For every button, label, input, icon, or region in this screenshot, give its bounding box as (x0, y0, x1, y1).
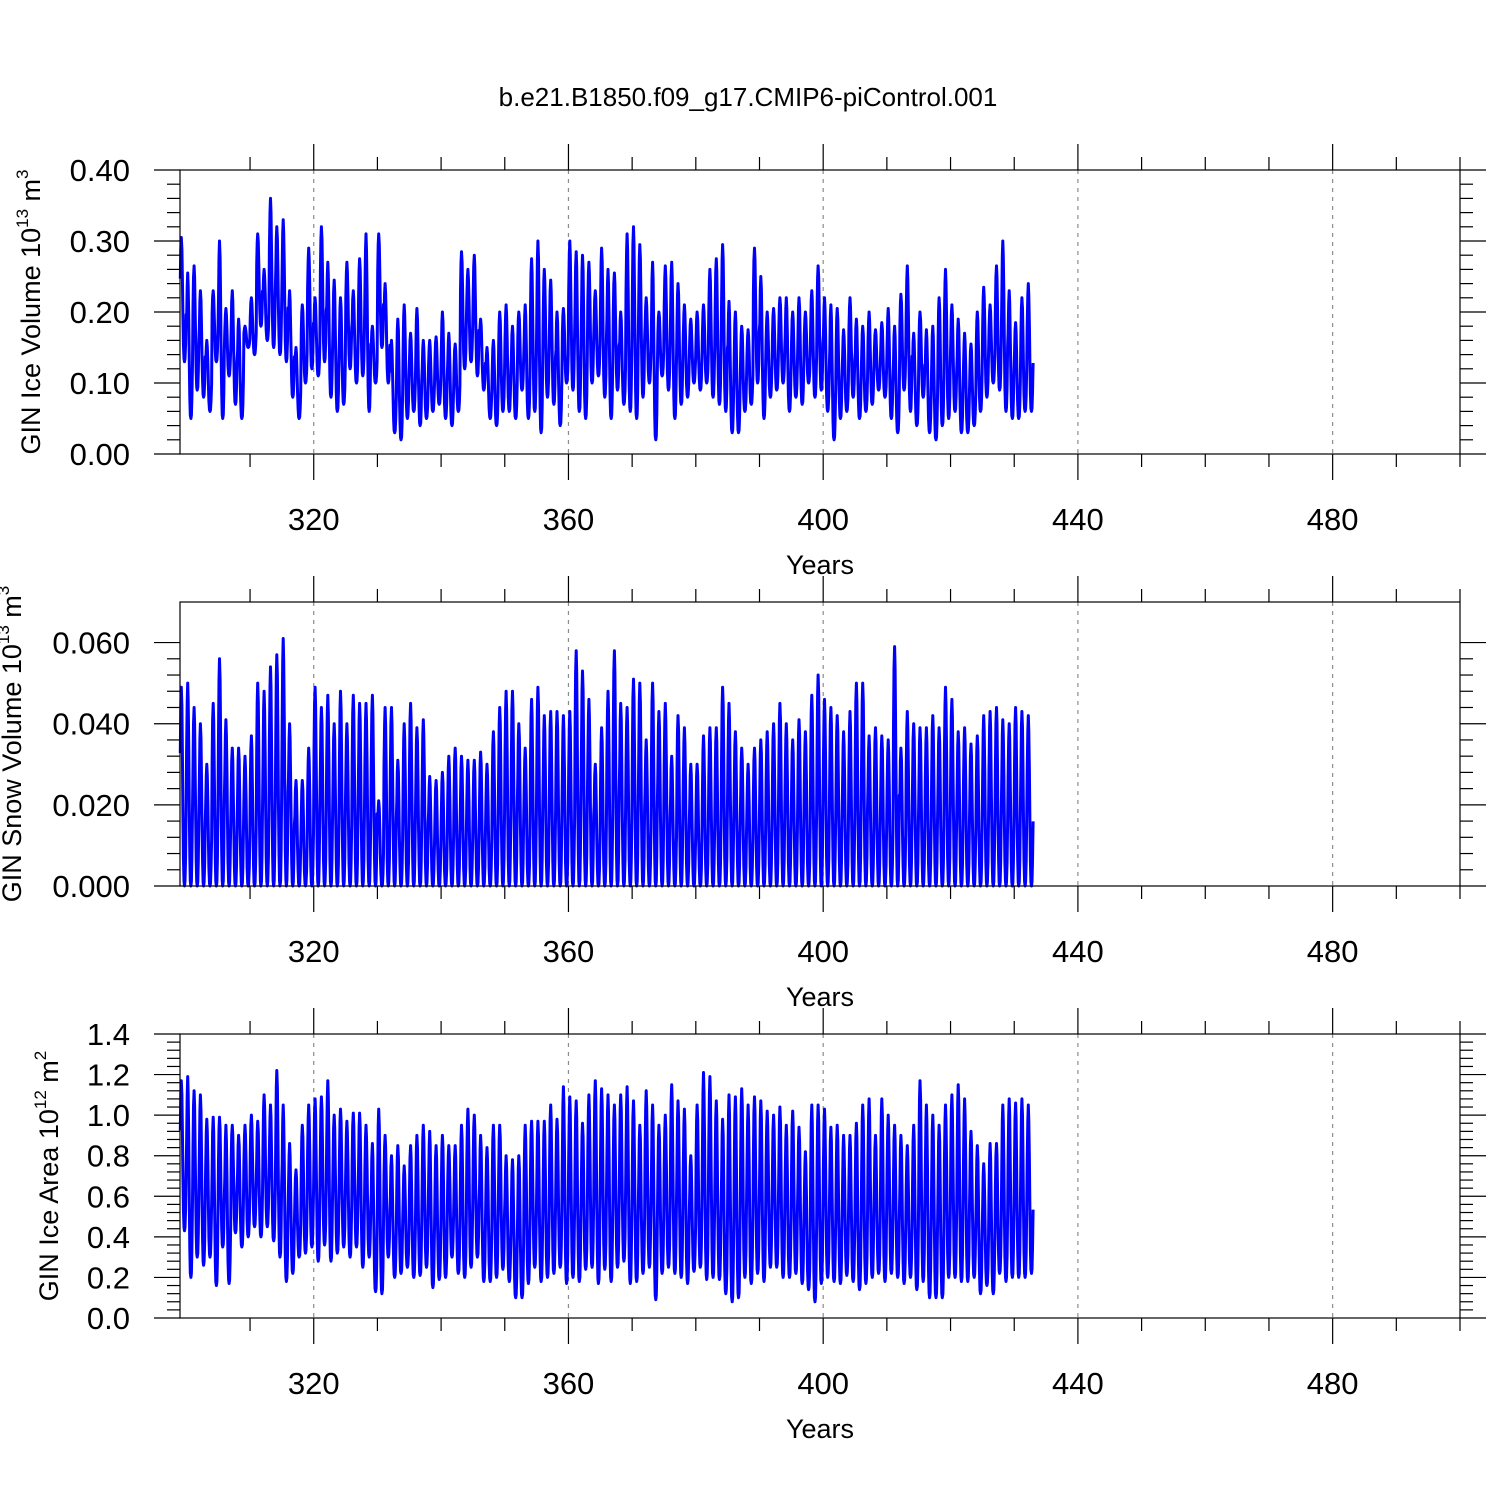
y-tick-label: 0.4 (87, 1220, 130, 1255)
chart-panel-2: 320 360 400 440 480 0.000 0.020 0.040 0.060 Years… (0, 576, 1486, 1012)
panels: 320 360 400 440 480 0.00 0.10 0.20 0.30 0.40 Years… (0, 144, 1486, 1444)
plot-frame (179, 1033, 1461, 1319)
y-tick-label: 0.060 (52, 626, 130, 661)
y-axis-label: GIN Ice Area 1012 m2 (31, 1051, 64, 1302)
y-tick-label: 0.6 (87, 1179, 130, 1214)
y-axis-label-text: GIN Ice Area 10 (34, 1109, 64, 1301)
y-axis-label-unit: m (0, 595, 27, 625)
y-axis-label: GIN Snow Volume 1013 m3 (0, 586, 27, 903)
x-axis-label: Years (786, 982, 854, 1012)
x-tick-label: 400 (797, 934, 849, 969)
x-tick-label: 440 (1052, 934, 1104, 969)
x-tick-label: 400 (797, 1366, 849, 1401)
y-tick-label: 0.000 (52, 869, 130, 904)
y-tick-label: 0.00 (70, 437, 130, 472)
x-tick-label: 360 (543, 934, 595, 969)
x-tick-label: 360 (543, 1366, 595, 1401)
y-tick-label: 0.2 (87, 1260, 130, 1295)
y-axis-label-unit: m (16, 179, 46, 209)
y-tick-label: 0.10 (70, 366, 130, 401)
plot-frame (179, 601, 1461, 887)
x-tick-label: 480 (1307, 502, 1359, 537)
series-line (178, 196, 1035, 442)
y-tick-label: 1.0 (87, 1098, 130, 1133)
chart-panel-3: 320 360 400 440 480 0.0 0.2 0.4 0.6 0.8 1.0 1.2 1.4 Y… (31, 1008, 1486, 1444)
y-axis-label: GIN Ice Volume 1013 m3 (13, 169, 46, 454)
y-tick-label: 0.30 (70, 224, 130, 259)
x-axis-label: Years (786, 1414, 854, 1444)
series-line (178, 637, 1035, 888)
y-axis-label-text: GIN Snow Volume 10 (0, 644, 27, 902)
x-tick-label: 440 (1052, 502, 1104, 537)
y-tick-label: 0.8 (87, 1139, 130, 1174)
x-tick-label: 440 (1052, 1366, 1104, 1401)
y-axis-label-unit-exponent: 2 (31, 1051, 50, 1060)
y-tick-label: 1.2 (87, 1058, 130, 1093)
y-tick-label: 1.4 (87, 1017, 130, 1052)
y-axis-label-exponent: 13 (13, 209, 32, 228)
x-tick-label: 320 (288, 1366, 340, 1401)
y-tick-label: 0.40 (70, 153, 130, 188)
x-tick-label: 400 (797, 502, 849, 537)
y-tick-label: 0.020 (52, 788, 130, 823)
x-tick-label: 320 (288, 502, 340, 537)
x-tick-label: 320 (288, 934, 340, 969)
y-tick-label: 0.20 (70, 295, 130, 330)
y-axis-label-text: GIN Ice Volume 10 (16, 228, 46, 455)
y-tick-label: 0.040 (52, 707, 130, 742)
y-axis-label-unit: m (34, 1060, 64, 1090)
figure-title: b.e21.B1850.f09_g17.CMIP6-piControl.001 (499, 82, 998, 112)
y-axis-label-unit-exponent: 3 (13, 169, 32, 178)
y-axis-label-exponent: 13 (0, 625, 13, 644)
y-axis-label-exponent: 12 (31, 1090, 50, 1109)
x-tick-label: 480 (1307, 934, 1359, 969)
y-tick-label: 0.0 (87, 1301, 130, 1336)
x-tick-label: 360 (543, 502, 595, 537)
x-tick-label: 480 (1307, 1366, 1359, 1401)
series-line (178, 1069, 1035, 1304)
y-axis-label-unit-exponent: 3 (0, 586, 13, 595)
chart-panel-1: 320 360 400 440 480 0.00 0.10 0.20 0.30 0.40 Years… (13, 144, 1486, 580)
x-axis-label: Years (786, 550, 854, 580)
